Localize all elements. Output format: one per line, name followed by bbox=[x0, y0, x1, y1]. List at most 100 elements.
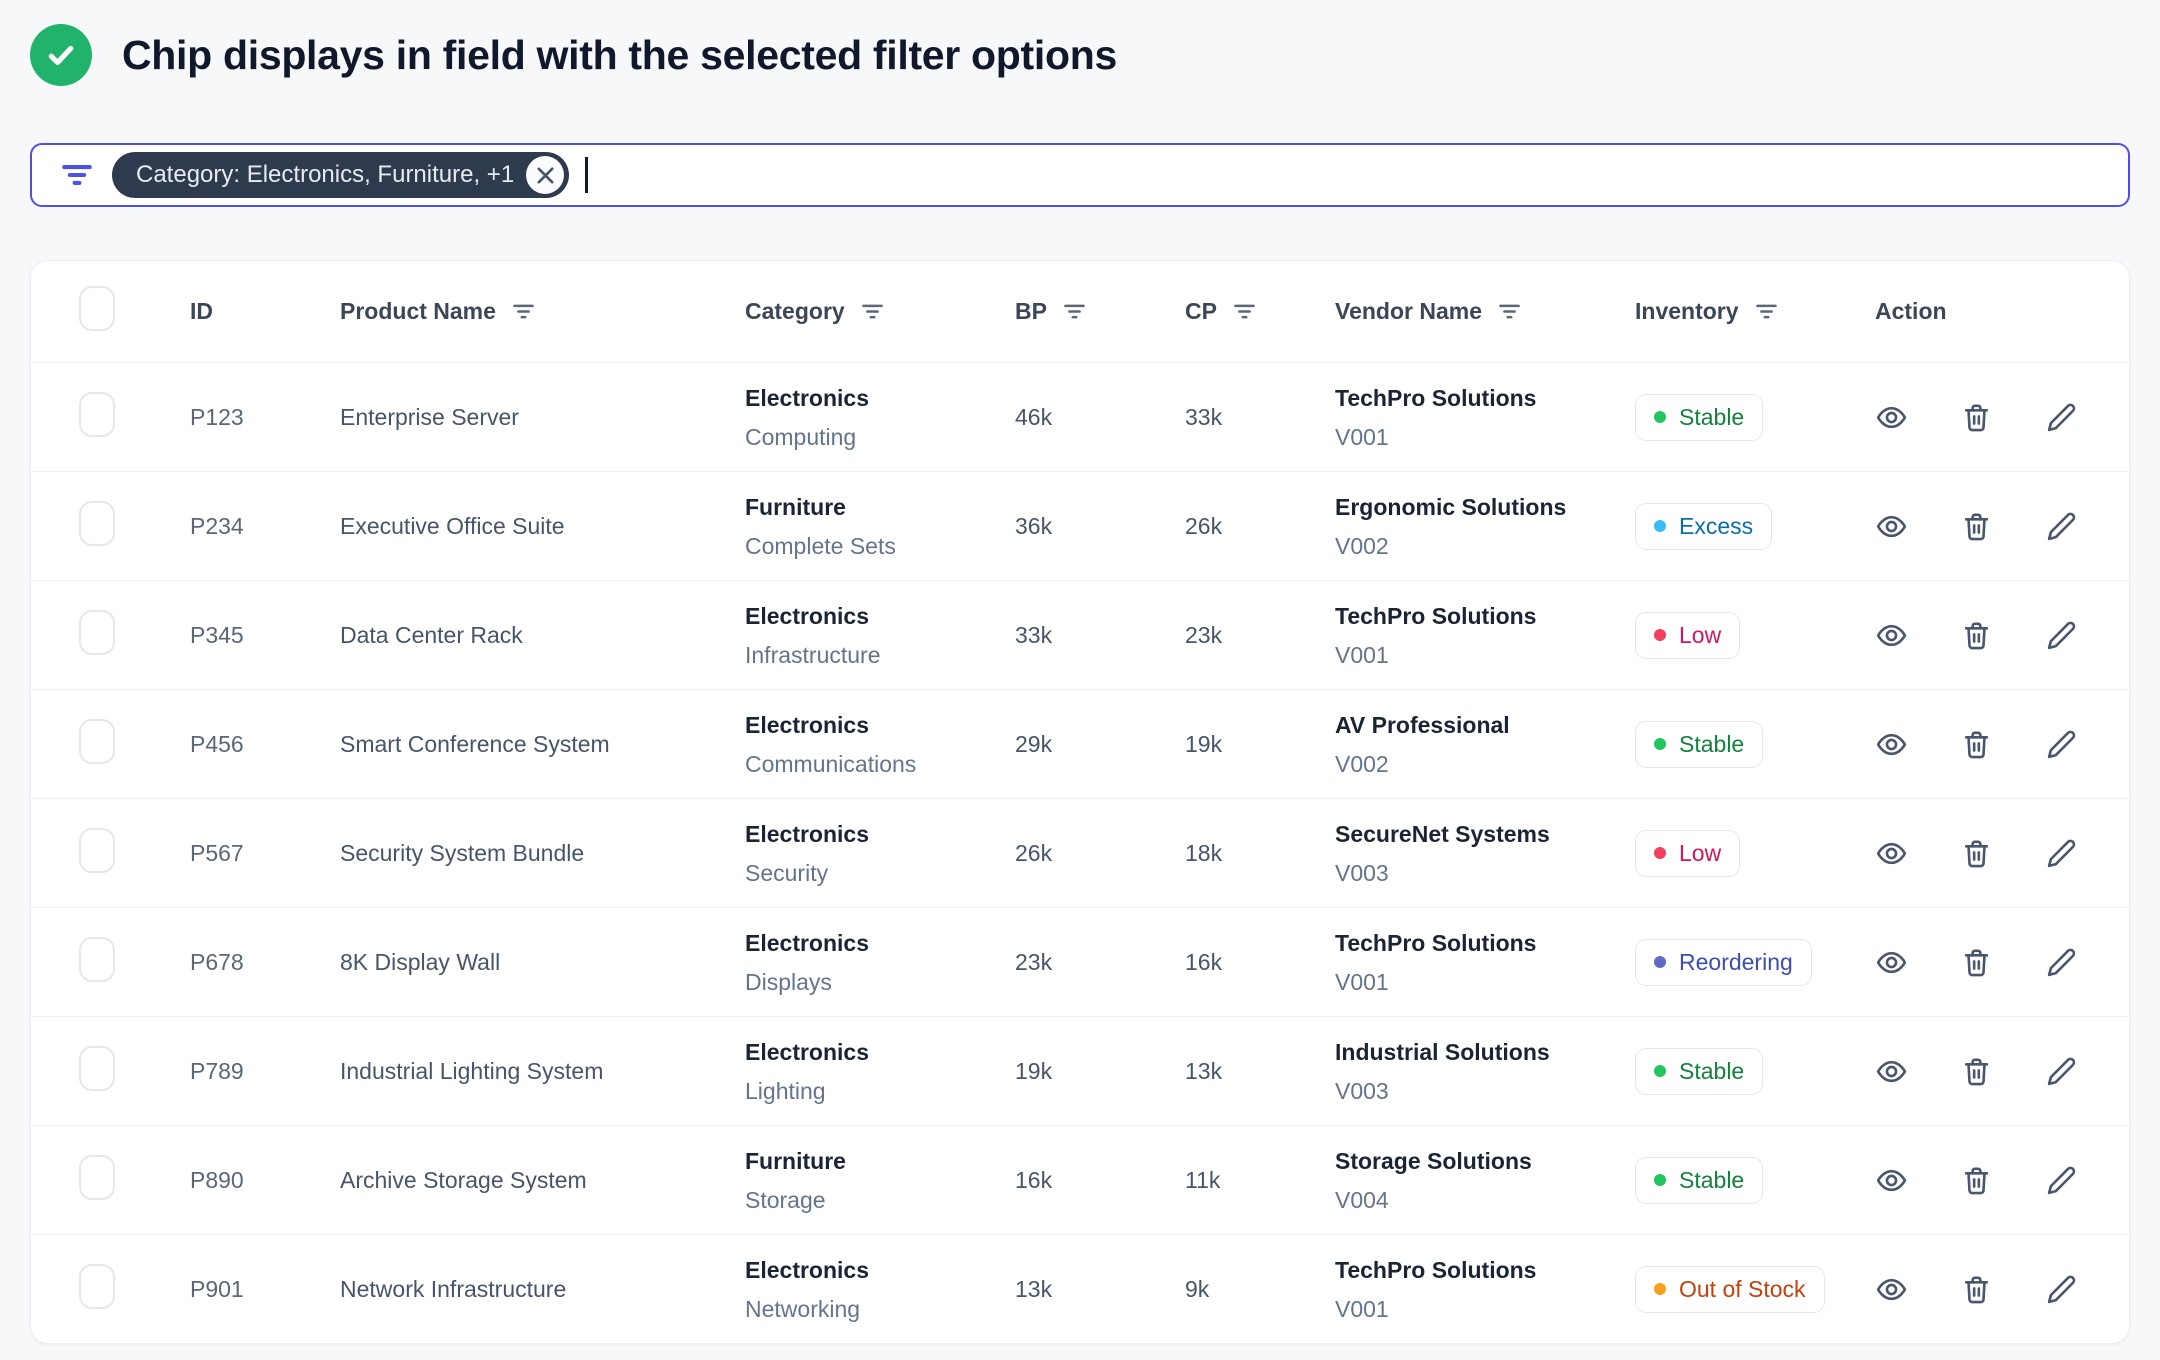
table-row: P901 Network Infrastructure Electronics … bbox=[31, 1234, 2129, 1343]
pencil-icon[interactable] bbox=[2045, 946, 2078, 979]
cp-value: 13k bbox=[1185, 1057, 1223, 1084]
vendor-name: AV Professional bbox=[1335, 711, 1510, 738]
action-cell bbox=[1851, 1164, 2129, 1197]
eye-icon[interactable] bbox=[1875, 619, 1908, 652]
inventory-cell: Stable bbox=[1611, 393, 1851, 441]
select-all-checkbox[interactable] bbox=[79, 286, 115, 331]
cp-value: 23k bbox=[1185, 621, 1223, 648]
pencil-icon[interactable] bbox=[2045, 728, 2078, 761]
filter-lines-icon[interactable] bbox=[1496, 298, 1523, 325]
table-row: P890 Archive Storage System Furniture St… bbox=[31, 1125, 2129, 1234]
inventory-cell: Stable bbox=[1611, 1156, 1851, 1204]
category-cell: Electronics Infrastructure bbox=[721, 601, 991, 670]
eye-icon[interactable] bbox=[1875, 510, 1908, 543]
vendor-name: TechPro Solutions bbox=[1335, 384, 1537, 411]
category-name: Electronics bbox=[745, 711, 869, 738]
filter-chip[interactable]: Category: Electronics, Furniture, +1 bbox=[112, 152, 570, 198]
vendor-name: TechPro Solutions bbox=[1335, 1256, 1537, 1283]
close-circle-icon[interactable] bbox=[526, 156, 565, 194]
filter-input[interactable]: Category: Electronics, Furniture, +1 bbox=[30, 143, 2130, 207]
bp-value: 13k bbox=[1015, 1275, 1053, 1302]
pencil-icon[interactable] bbox=[2045, 619, 2078, 652]
bp-value: 46k bbox=[1015, 403, 1053, 430]
table-row: P789 Industrial Lighting System Electron… bbox=[31, 1016, 2129, 1125]
product-name: Security System Bundle bbox=[340, 839, 585, 866]
eye-icon[interactable] bbox=[1875, 1055, 1908, 1088]
pencil-icon[interactable] bbox=[2045, 1164, 2078, 1197]
trash-icon[interactable] bbox=[1960, 1055, 1993, 1088]
category-name: Electronics bbox=[745, 384, 869, 411]
bp-value: 16k bbox=[1015, 1166, 1053, 1193]
filter-lines-icon[interactable] bbox=[1061, 298, 1088, 325]
column-header-action: Action bbox=[1875, 298, 1947, 324]
product-id: P789 bbox=[190, 1057, 244, 1084]
category-name: Electronics bbox=[745, 929, 869, 956]
trash-icon[interactable] bbox=[1960, 401, 1993, 434]
trash-icon[interactable] bbox=[1960, 619, 1993, 652]
action-cell bbox=[1851, 510, 2129, 543]
trash-icon[interactable] bbox=[1960, 1164, 1993, 1197]
filter-lines-icon[interactable] bbox=[1753, 298, 1780, 325]
eye-icon[interactable] bbox=[1875, 401, 1908, 434]
row-checkbox[interactable] bbox=[79, 827, 115, 873]
bp-value: 36k bbox=[1015, 512, 1053, 539]
subcategory-name: Networking bbox=[745, 1295, 861, 1322]
vendor-name: Ergonomic Solutions bbox=[1335, 493, 1567, 520]
category-cell: Electronics Communications bbox=[721, 710, 991, 779]
status-dot-icon bbox=[1654, 520, 1666, 532]
bp-value: 33k bbox=[1015, 621, 1053, 648]
row-checkbox[interactable] bbox=[79, 1045, 115, 1091]
product-id: P890 bbox=[190, 1166, 244, 1193]
eye-icon[interactable] bbox=[1875, 1273, 1908, 1306]
status-dot-icon bbox=[1654, 1174, 1666, 1186]
trash-icon[interactable] bbox=[1960, 1273, 1993, 1306]
eye-icon[interactable] bbox=[1875, 1164, 1908, 1197]
vendor-cell: AV Professional V002 bbox=[1311, 710, 1611, 779]
eye-icon[interactable] bbox=[1875, 946, 1908, 979]
category-cell: Electronics Networking bbox=[721, 1255, 991, 1324]
trash-icon[interactable] bbox=[1960, 510, 1993, 543]
subcategory-name: Computing bbox=[745, 423, 857, 450]
eye-icon[interactable] bbox=[1875, 728, 1908, 761]
trash-icon[interactable] bbox=[1960, 837, 1993, 870]
action-cell bbox=[1851, 946, 2129, 979]
row-checkbox[interactable] bbox=[79, 391, 115, 437]
filter-lines-icon[interactable] bbox=[859, 298, 886, 325]
category-cell: Electronics Security bbox=[721, 819, 991, 888]
row-checkbox[interactable] bbox=[79, 609, 115, 655]
status-label: Stable bbox=[1679, 730, 1745, 757]
bp-value: 19k bbox=[1015, 1057, 1053, 1084]
trash-icon[interactable] bbox=[1960, 946, 1993, 979]
category-name: Electronics bbox=[745, 1038, 869, 1065]
action-cell bbox=[1851, 1273, 2129, 1306]
subcategory-name: Infrastructure bbox=[745, 641, 881, 668]
row-checkbox[interactable] bbox=[79, 936, 115, 982]
row-checkbox[interactable] bbox=[79, 718, 115, 764]
vendor-name: TechPro Solutions bbox=[1335, 602, 1537, 629]
vendor-code: V001 bbox=[1335, 423, 1389, 450]
pencil-icon[interactable] bbox=[2045, 510, 2078, 543]
status-label: Excess bbox=[1679, 512, 1754, 539]
row-checkbox[interactable] bbox=[79, 500, 115, 546]
cp-value: 18k bbox=[1185, 839, 1223, 866]
pencil-icon[interactable] bbox=[2045, 401, 2078, 434]
row-checkbox[interactable] bbox=[79, 1263, 115, 1309]
page-title: Chip displays in field with the selected… bbox=[122, 31, 1117, 78]
pencil-icon[interactable] bbox=[2045, 837, 2078, 870]
vendor-name: Storage Solutions bbox=[1335, 1147, 1532, 1174]
vendor-cell: SecureNet Systems V003 bbox=[1311, 819, 1611, 888]
pencil-icon[interactable] bbox=[2045, 1273, 2078, 1306]
product-id: P123 bbox=[190, 403, 244, 430]
filter-lines-icon[interactable] bbox=[510, 298, 537, 325]
trash-icon[interactable] bbox=[1960, 728, 1993, 761]
filter-lines-icon bbox=[58, 156, 96, 194]
cp-value: 16k bbox=[1185, 948, 1223, 975]
product-name: Executive Office Suite bbox=[340, 512, 565, 539]
pencil-icon[interactable] bbox=[2045, 1055, 2078, 1088]
success-check-icon bbox=[30, 24, 92, 86]
row-checkbox[interactable] bbox=[79, 1154, 115, 1200]
column-header-bp: BP bbox=[991, 298, 1161, 325]
eye-icon[interactable] bbox=[1875, 837, 1908, 870]
filter-lines-icon[interactable] bbox=[1231, 298, 1258, 325]
vendor-code: V002 bbox=[1335, 532, 1389, 559]
